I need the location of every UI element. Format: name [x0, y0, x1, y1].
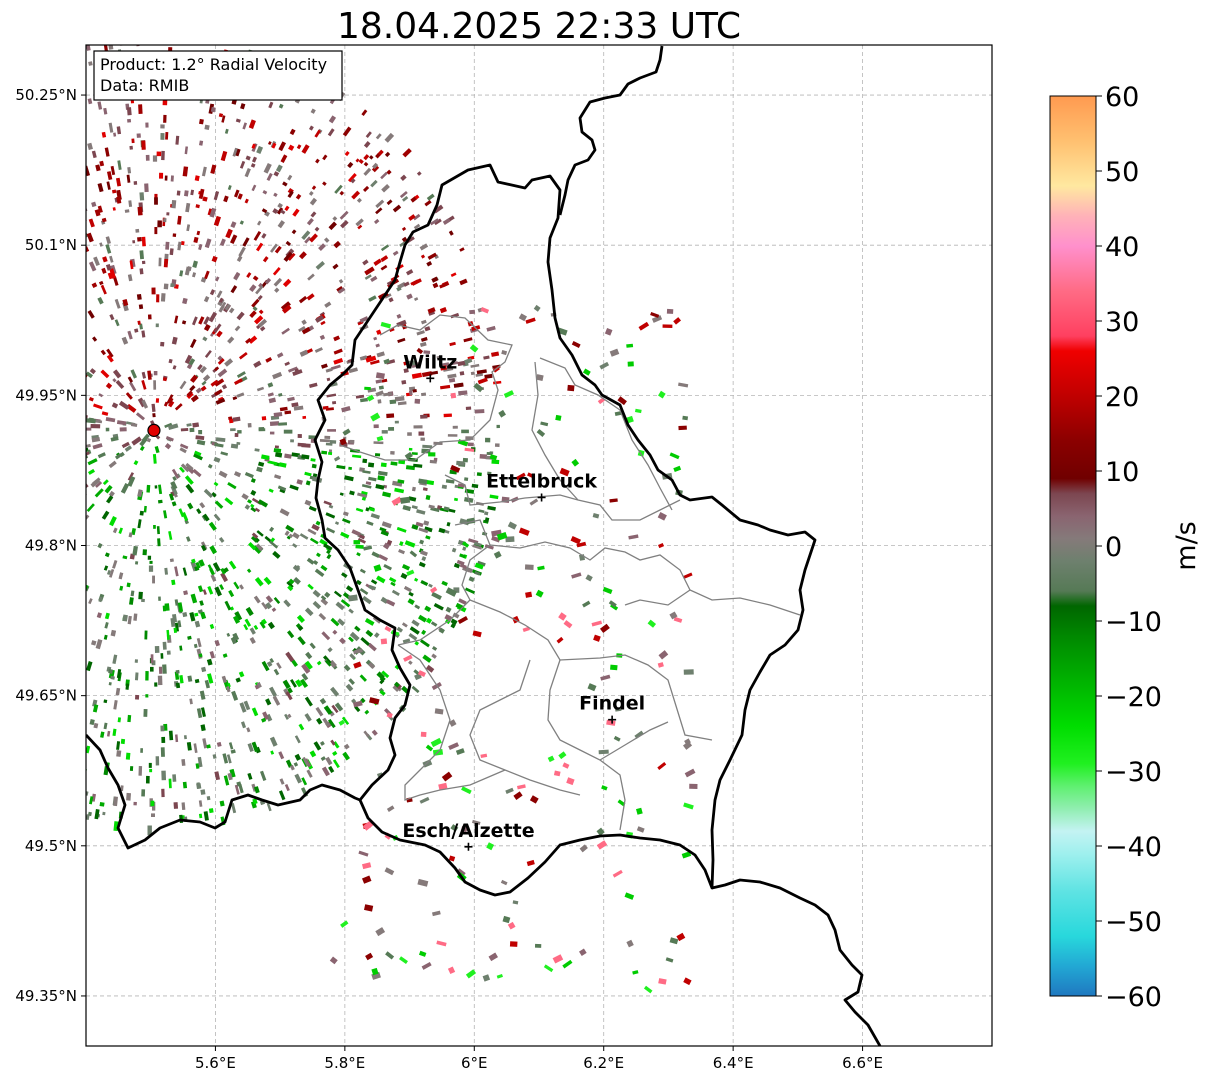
lon-tick-label: 6.4°E	[713, 1054, 754, 1072]
colorbar-tick-label: 30	[1105, 307, 1139, 338]
colorbar-tick-label: 40	[1105, 232, 1139, 263]
colorbar-tick-label: 0	[1105, 532, 1122, 563]
colorbar-tick-label: 50	[1105, 157, 1139, 188]
lon-tick-label: 5.6°E	[195, 1054, 236, 1072]
colorbar-tick-label: −60	[1105, 982, 1162, 1013]
german-border	[558, 45, 664, 216]
colorbar-scale	[1049, 95, 1097, 997]
colorbar-tick-label: −20	[1105, 682, 1162, 713]
city-marker	[608, 715, 617, 724]
colorbar-tick-label: −50	[1105, 907, 1162, 938]
city-label: Esch/Alzette	[402, 820, 534, 842]
lat-tick-label: 49.35°N	[15, 987, 77, 1005]
city-label: Wiltz	[403, 351, 457, 373]
city-label: Ettelbruck	[486, 470, 597, 492]
city-marker	[537, 493, 546, 502]
lat-tick-label: 49.5°N	[25, 837, 77, 855]
colorbar-tick-label: 20	[1105, 382, 1139, 413]
colorbar-tick-label: −30	[1105, 757, 1162, 788]
german-border-south	[711, 878, 882, 1046]
product-label: Product: 1.2° Radial Velocity	[100, 55, 327, 74]
data-source-label: Data: RMIB	[100, 76, 189, 95]
lon-tick-label: 6.2°E	[583, 1054, 624, 1072]
city-marker	[426, 374, 435, 383]
luxembourg-border	[313, 163, 817, 897]
colorbar-tick-label: 10	[1105, 457, 1139, 488]
city-label: Findel	[579, 693, 645, 715]
lat-tick-label: 50.1°N	[25, 236, 77, 254]
info-box: Product: 1.2° Radial Velocity Data: RMIB	[93, 50, 343, 101]
map-title: 18.04.2025 22:33 UTC	[337, 6, 741, 47]
colorbar: 60 50 40 30 20 10 0 −10 −20 −30 −40 −50 −60 m/s	[1049, 82, 1202, 1013]
axis-ticks: 5.6°E 5.8°E 6°E 6.2°E 6.4°E 6.6°E 50.25°N 50.1°…	[15, 86, 883, 1072]
lon-tick-label: 6°E	[461, 1054, 488, 1072]
colorbar-tick-label: −10	[1105, 607, 1162, 638]
radar-site-marker	[147, 423, 161, 437]
lat-tick-label: 50.25°N	[15, 86, 77, 104]
lat-tick-label: 49.65°N	[15, 687, 77, 705]
national-borders	[86, 45, 882, 1046]
lat-tick-label: 49.95°N	[15, 386, 77, 404]
colorbar-ticks: 60 50 40 30 20 10 0 −10 −20 −30 −40 −50 −60	[1096, 82, 1162, 1013]
belgian-french-border	[86, 734, 361, 850]
lon-tick-label: 6.6°E	[842, 1054, 883, 1072]
radar-echoes	[86, 45, 698, 994]
colorbar-unit-label: m/s	[1171, 521, 1202, 570]
city-markers: Wiltz Ettelbruck Findel Esch/Alzette	[402, 351, 645, 851]
colorbar-tick-label: −40	[1105, 832, 1162, 863]
lon-tick-label: 5.8°E	[324, 1054, 365, 1072]
colorbar-tick-label: 60	[1105, 82, 1139, 113]
canton-boundaries	[339, 314, 801, 831]
lat-tick-label: 49.8°N	[25, 537, 77, 555]
city-marker	[464, 842, 473, 851]
